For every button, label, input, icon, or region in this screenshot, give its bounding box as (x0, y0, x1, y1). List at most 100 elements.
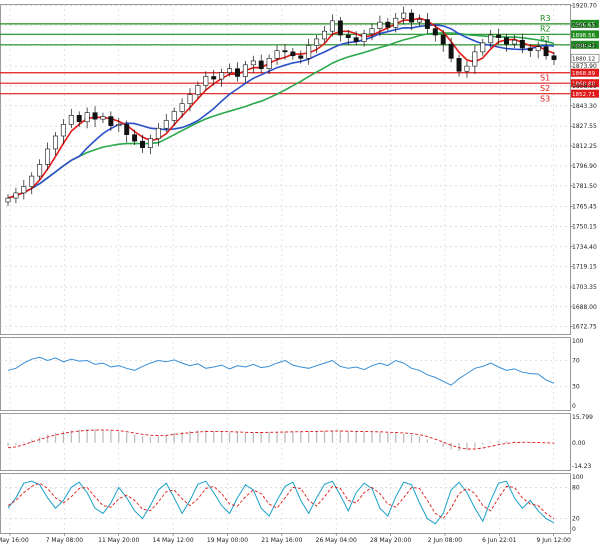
price-tick-label: 1920.70 (572, 3, 597, 10)
level-tag-s1 (571, 68, 599, 77)
price-tick-label: 1873.90 (572, 63, 597, 70)
candle-body (266, 58, 272, 70)
macd-pane-frame (0, 413, 571, 471)
macd-tick-label: -14.23 (572, 463, 592, 470)
price-tick-label: 1843.30 (572, 103, 597, 110)
candle-body (298, 55, 304, 59)
candle-body (432, 28, 438, 36)
price-tick-label: 1765.45 (572, 204, 597, 211)
price-tick-label: 1688.00 (572, 304, 597, 311)
candle-body (535, 46, 541, 51)
level-label-s2: 1860.80 (572, 82, 596, 88)
candle-body (92, 112, 98, 120)
candle-body (329, 20, 335, 32)
time-tick-label: 9 Jun 12:00 (537, 537, 571, 544)
ma-slow-line (7, 32, 555, 199)
rsi-tick-label: 70 (572, 358, 580, 365)
candle-body (417, 19, 422, 23)
candle-body (187, 94, 193, 104)
candle-body (179, 103, 185, 112)
candle-body (37, 164, 43, 177)
candle-body (424, 19, 430, 29)
candle-body (108, 116, 114, 126)
level-name-s3: S3 (540, 95, 550, 104)
candle-body (322, 30, 327, 40)
candle-body (385, 21, 391, 28)
price-tick-label: 1858.55 (572, 83, 597, 90)
stochastic-pane: 100 80 20 0 (0, 474, 584, 533)
rsi-pane: 100 70 30 0 (0, 338, 584, 410)
candle-body (29, 175, 35, 187)
macd-pane: 15.799 0.00 -14.23 (7, 414, 593, 470)
stochastic-tick-label: 100 (572, 474, 584, 481)
candle-body (84, 112, 90, 123)
candle-body (480, 42, 486, 53)
price-tick-label: 1734.40 (572, 244, 597, 251)
level-label-r3: 1906.65 (572, 22, 596, 28)
candle-body (345, 34, 351, 38)
candle-body (472, 51, 478, 67)
candle-body (496, 34, 502, 38)
candle-body (543, 46, 549, 57)
time-tick-label: 26 May 04:00 (316, 537, 357, 544)
candle-body (140, 140, 145, 148)
macd-tick-label: 0.00 (572, 440, 586, 447)
rsi-tick-label: 0 (572, 403, 576, 410)
price-axis: 1920.70 1905.33 1889.95 1873.90 1858.55 1843.… (570, 3, 597, 331)
candle-body (100, 116, 106, 120)
level-tag-s3 (571, 89, 599, 98)
macd-signal-line (7, 429, 555, 450)
time-tick-label: 2 Jun 08:00 (428, 537, 462, 544)
price-tick-label: 1672.75 (572, 324, 597, 331)
price-tick-label: 1719.15 (572, 264, 597, 271)
price-tick-label: 1796.90 (572, 163, 597, 170)
candle-body (250, 60, 256, 66)
candle-body (377, 21, 383, 29)
stochastic-tick-label: 80 (572, 484, 580, 491)
level-name-s1: S1 (540, 74, 550, 83)
candle-body (290, 51, 296, 57)
time-tick-label: 19 May 00:00 (207, 537, 248, 544)
candle-body (314, 38, 320, 46)
candle-body (527, 47, 533, 51)
price-tick-label: 1827.55 (572, 123, 597, 130)
time-tick-label: 11 May 20:00 (98, 537, 139, 544)
level-tag-r3 (571, 19, 599, 28)
candle-body (219, 72, 225, 80)
candle-body (124, 124, 130, 136)
time-tick-label: 6 Jun 22:01 (482, 537, 516, 544)
level-tag-r1 (571, 40, 599, 49)
candle-body (519, 39, 525, 49)
candle-body (242, 64, 248, 77)
candle-body (13, 192, 19, 199)
level-tag-r2 (571, 30, 599, 39)
time-tick-label: 7 May 08:00 (46, 537, 84, 544)
candle-body (393, 17, 399, 28)
candle-body (361, 33, 367, 42)
candle-body (155, 127, 161, 139)
pivot-levels: R3 1906.65 R2 1898.56 R1 1890.47 S1 1868.89 S2 18… (0, 14, 600, 104)
moving-averages (7, 17, 555, 199)
candles (5, 6, 557, 206)
candle-body (353, 37, 359, 42)
candle-body (132, 134, 138, 142)
candle-body (511, 39, 517, 45)
stochastic-tick-label: 0 (572, 526, 576, 533)
stochastic-pane-frame (0, 473, 571, 534)
level-name-r2: R2 (540, 24, 551, 33)
level-name-r1: R1 (540, 35, 551, 44)
candle-body (448, 43, 454, 59)
rsi-pane-frame (0, 337, 571, 411)
candle-body (163, 120, 169, 129)
candle-body (274, 50, 280, 59)
current-price-tag (570, 53, 600, 63)
candle-body (282, 50, 288, 53)
candle-body (21, 186, 27, 194)
price-tick-label: 1905.33 (572, 23, 597, 30)
level-label-r1: 1890.47 (572, 43, 596, 49)
time-tick-label: 14 May 12:00 (153, 537, 194, 544)
candle-body (235, 68, 240, 77)
